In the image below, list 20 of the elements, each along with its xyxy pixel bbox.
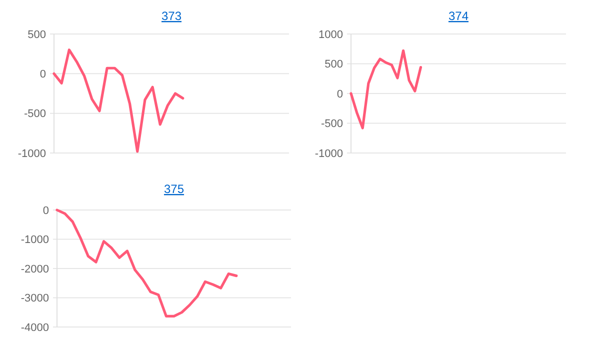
line-series [350, 49, 422, 130]
y-tick-label: -2000 [20, 263, 49, 276]
chart-title: 374 [448, 9, 469, 23]
line-series [52, 48, 184, 153]
y-tick-label: 1000 [318, 28, 343, 41]
y-tick-label: -500 [320, 118, 343, 130]
y-tick-label: -3000 [20, 292, 49, 305]
y-tick-label: -1000 [314, 148, 343, 160]
y-tick-label: 0 [42, 204, 49, 217]
y-tick-label: 0 [40, 68, 46, 81]
y-tick-label: 0 [336, 88, 343, 100]
y-tick-label: -4000 [20, 322, 49, 334]
y-tick-label: -500 [24, 108, 46, 120]
chart-title: 373 [161, 9, 182, 23]
y-tick-label: -1000 [18, 148, 46, 160]
y-tick-label: 500 [324, 58, 343, 71]
y-tick-label: -1000 [20, 234, 49, 246]
line-series [56, 208, 238, 318]
chart-title: 375 [164, 182, 184, 196]
y-tick-label: 500 [28, 28, 46, 41]
